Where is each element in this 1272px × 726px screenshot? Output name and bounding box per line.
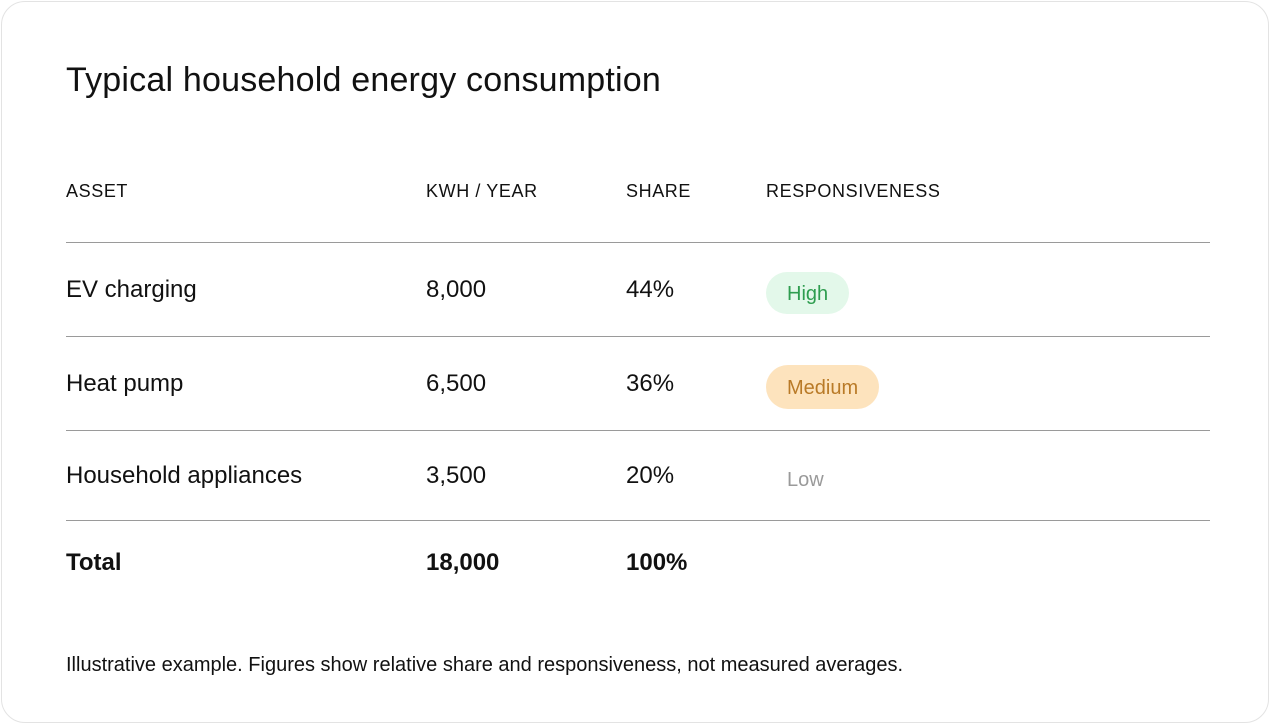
header-kwh-year: KWH / YEAR xyxy=(426,181,538,201)
header-responsiveness: RESPONSIVENESS xyxy=(766,181,941,201)
row-kwh: 6,500 xyxy=(426,369,487,397)
energy-table: ASSET KWH / YEAR SHARE RESPONSIVENESS EV… xyxy=(66,162,1210,605)
total-label: Total xyxy=(66,549,122,576)
header-asset: ASSET xyxy=(66,181,129,201)
responsiveness-badge-high: High xyxy=(766,271,850,314)
table-total-row: Total 18,000 100% xyxy=(66,521,1210,605)
footnote: Illustrative example. Figures show relat… xyxy=(66,654,904,676)
row-asset: Household appliances xyxy=(66,461,303,489)
table-row-heat-pump: Heat pump 6,500 36% Medium xyxy=(66,337,1210,431)
row-asset: EV charging xyxy=(66,275,197,303)
row-kwh: 8,000 xyxy=(426,275,487,303)
row-share: 36% xyxy=(626,369,675,397)
row-share: 44% xyxy=(626,275,675,303)
row-responsiveness: Medium xyxy=(766,337,880,430)
total-share: 100% xyxy=(626,549,688,576)
table-row-ev-charging: EV charging 8,000 44% High xyxy=(66,243,1210,337)
responsiveness-badge-low: Low xyxy=(787,468,824,491)
row-share: 20% xyxy=(626,461,675,489)
card-title: Typical household energy consumption xyxy=(66,61,662,99)
row-asset: Heat pump xyxy=(66,369,184,397)
total-kwh: 18,000 xyxy=(426,549,500,576)
row-kwh: 3,500 xyxy=(426,461,487,489)
table-row-household-appliances: Household appliances 3,500 20% Low xyxy=(66,431,1210,521)
row-responsiveness: Low xyxy=(766,431,845,520)
header-share: SHARE xyxy=(626,181,692,201)
table-header-row: ASSET KWH / YEAR SHARE RESPONSIVENESS xyxy=(66,162,1210,243)
row-responsiveness: High xyxy=(766,243,850,336)
responsiveness-badge-medium: Medium xyxy=(766,364,880,409)
